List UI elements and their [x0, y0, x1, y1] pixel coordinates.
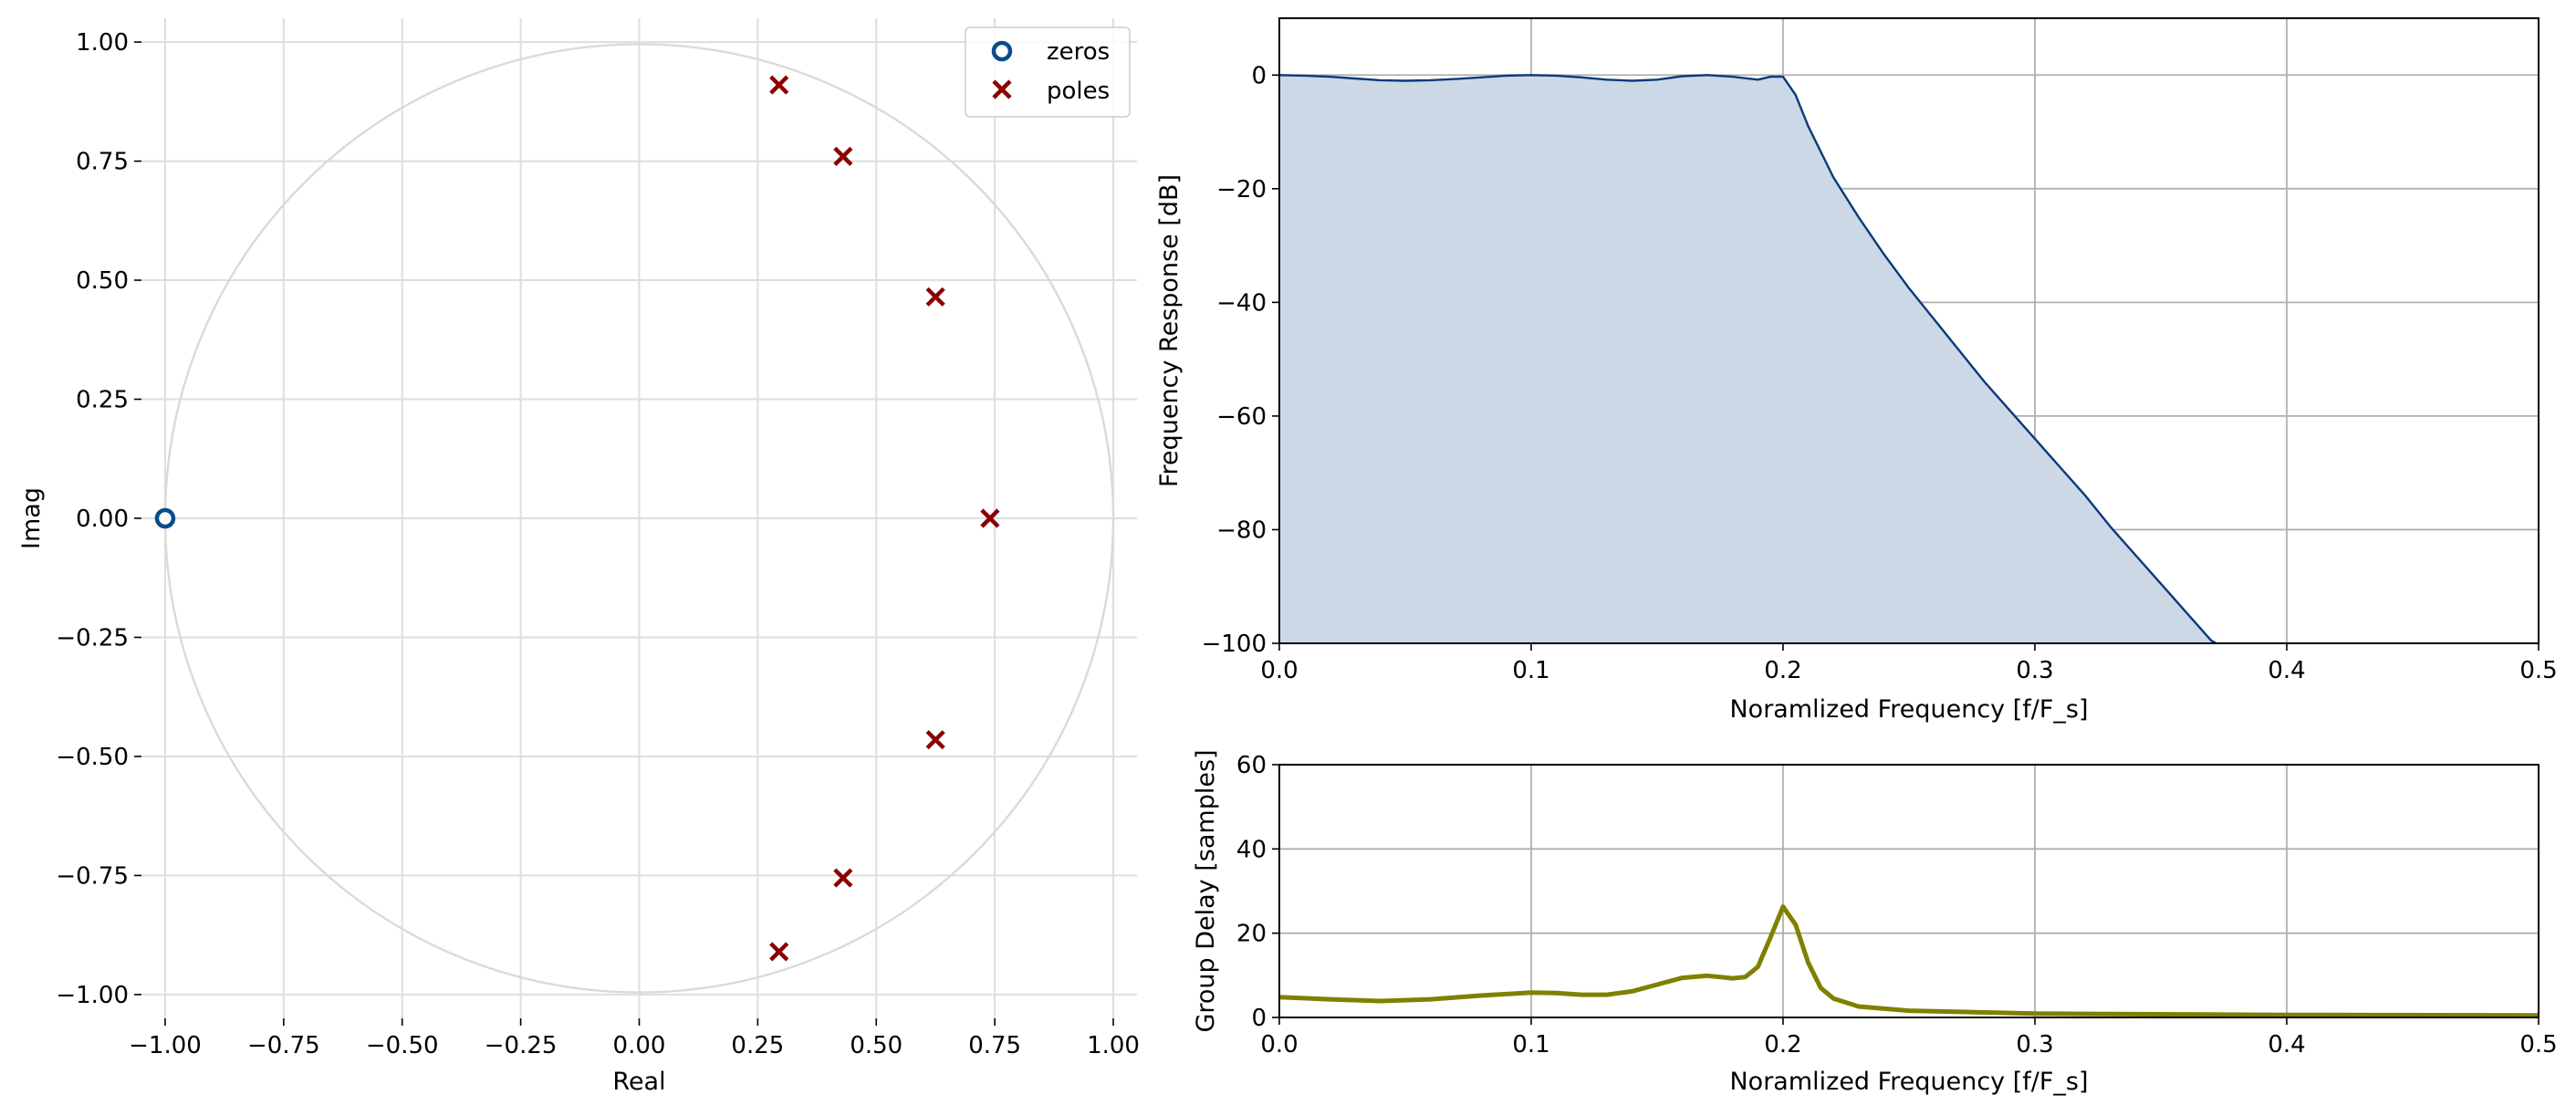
- frequency-response-ticks: 0.0 0.1 0.2 0.3 0.4 0.5 −100 −80 −60 −40 −20 0: [1202, 62, 2558, 684]
- group-delay-y-axis-label: Group Delay [samples]: [1192, 749, 1220, 1032]
- group-delay-frame: [1278, 764, 2539, 1018]
- x-tick-label: 0.25: [731, 1032, 784, 1059]
- y-tick-label: −80: [1216, 516, 1267, 544]
- y-tick-label: 0.75: [76, 149, 129, 176]
- x-tick-label: 0.2: [1764, 1031, 1801, 1059]
- y-tick-label: −0.50: [56, 744, 129, 771]
- x-tick-label: 0.1: [1512, 657, 1549, 684]
- y-tick-label: 0: [1251, 62, 1267, 89]
- x-tick-label: 0.50: [850, 1032, 902, 1059]
- x-tick-label: 1.00: [1087, 1032, 1140, 1059]
- x-tick-label: 0.3: [2016, 1031, 2053, 1059]
- y-tick-label: 20: [1236, 921, 1267, 948]
- y-tick-label: 60: [1236, 752, 1267, 779]
- legend-zeros-label: zeros: [1047, 38, 1110, 66]
- pole-marker: [925, 287, 945, 307]
- pole-zero-y-axis-label: Imag: [17, 487, 46, 549]
- pole-zero-ticks: −1.00 −0.75 −0.50 −0.25 0.00 0.25 0.50 0.75 1.00…: [56, 29, 1140, 1059]
- x-tick-label: 0.4: [2268, 1031, 2305, 1059]
- y-tick-label: −0.75: [56, 862, 129, 890]
- zero-marker: [154, 507, 176, 529]
- y-tick-label: −100: [1202, 631, 1267, 658]
- y-tick-label: 0.50: [76, 267, 129, 295]
- x-tick-label: −0.75: [247, 1032, 320, 1059]
- x-tick-label: 0.3: [2016, 657, 2053, 684]
- frequency-response-frame: [1278, 17, 2539, 644]
- pole-marker: [833, 146, 853, 166]
- y-tick-label: 40: [1236, 836, 1267, 863]
- legend: zeros poles: [965, 26, 1131, 118]
- group-delay-grid: [1278, 764, 2539, 1018]
- pole-marker: [769, 942, 789, 962]
- pole-zero-x-axis-label: Real: [612, 1068, 665, 1096]
- y-tick-label: −20: [1216, 176, 1267, 203]
- frequency-response-x-axis-label: Noramlized Frequency [f/F_s]: [1729, 695, 2088, 724]
- x-tick-label: −0.25: [485, 1032, 558, 1059]
- x-tick-label: 0.5: [2519, 657, 2557, 684]
- pole-zero-plot: −1.00 −0.75 −0.50 −0.25 0.00 0.25 0.50 0.75 1.00…: [17, 18, 1140, 1096]
- group-delay-line: [1278, 904, 2539, 1018]
- y-tick-label: 0: [1251, 1005, 1267, 1032]
- legend-poles-label: poles: [1047, 78, 1110, 105]
- y-tick-label: −60: [1216, 403, 1267, 431]
- y-tick-label: −40: [1216, 289, 1267, 317]
- x-tick-label: 0.75: [968, 1032, 1021, 1059]
- y-tick-label: −1.00: [56, 982, 129, 1009]
- group-delay-ticks: 0.0 0.1 0.2 0.3 0.4 0.5 0 20 40 60: [1236, 752, 2558, 1059]
- legend-poles-marker: [992, 79, 1012, 99]
- pole-marker: [980, 508, 1000, 528]
- frequency-response-line: [1278, 74, 2217, 645]
- group-delay-plot: 0.0 0.1 0.2 0.3 0.4 0.5 0 20 40 60 Noramlized Fre…: [1192, 749, 2558, 1096]
- x-tick-label: 0.4: [2268, 657, 2305, 684]
- x-tick-label: 0.0: [1260, 1031, 1298, 1059]
- x-tick-label: 0.0: [1260, 657, 1298, 684]
- pole-zero-grid: [141, 18, 1137, 1018]
- legend-zeros-marker: [991, 40, 1013, 62]
- y-tick-label: −0.25: [56, 624, 129, 652]
- pole-marker: [833, 868, 853, 888]
- pole-marker: [769, 75, 789, 95]
- y-tick-label: 0.00: [76, 506, 129, 533]
- x-tick-label: −0.50: [366, 1032, 439, 1059]
- x-tick-label: 0.00: [613, 1032, 666, 1059]
- frequency-response-fill: [1279, 75, 2216, 644]
- y-tick-label: 0.25: [76, 387, 129, 414]
- frequency-response-y-axis-label: Frequency Response [dB]: [1155, 174, 1184, 487]
- x-tick-label: 0.2: [1764, 657, 1801, 684]
- x-tick-label: −1.00: [129, 1032, 202, 1059]
- frequency-response-plot: 0.0 0.1 0.2 0.3 0.4 0.5 −100 −80 −60 −40 −20 0 Nora…: [1155, 17, 2558, 724]
- y-tick-label: 1.00: [76, 29, 129, 57]
- pole-marker: [925, 730, 945, 750]
- x-tick-label: 0.1: [1512, 1031, 1549, 1059]
- x-tick-label: 0.5: [2519, 1031, 2557, 1059]
- group-delay-x-axis-label: Noramlized Frequency [f/F_s]: [1729, 1068, 2088, 1096]
- pole-zero-markers: [154, 75, 1000, 962]
